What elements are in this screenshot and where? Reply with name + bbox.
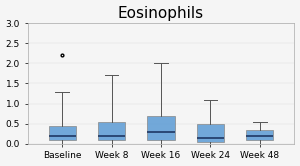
PathPatch shape [246, 130, 273, 140]
PathPatch shape [147, 116, 175, 140]
PathPatch shape [197, 124, 224, 142]
PathPatch shape [98, 122, 125, 140]
PathPatch shape [49, 126, 76, 140]
Title: Eosinophils: Eosinophils [118, 5, 204, 21]
